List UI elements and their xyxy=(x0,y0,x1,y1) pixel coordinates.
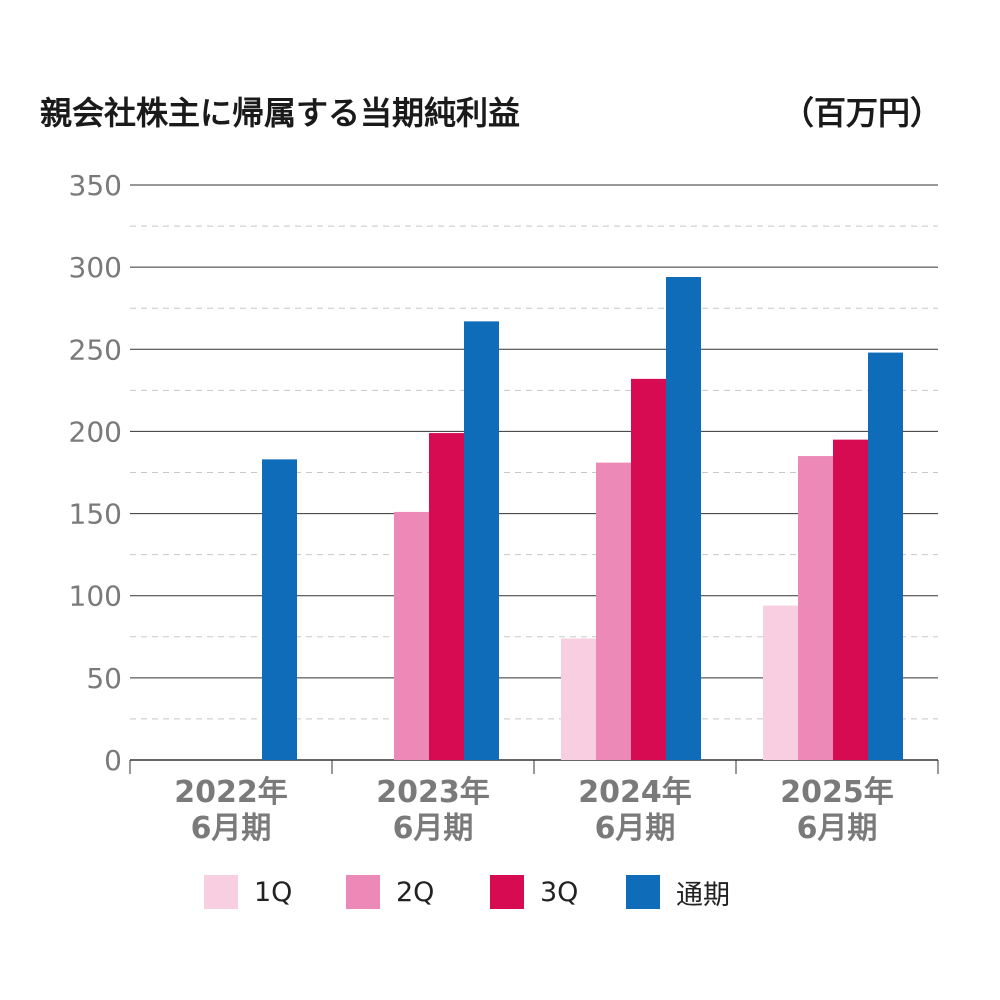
legend-item-2q: 2Q xyxy=(346,872,434,912)
legend-item-3q: 3Q xyxy=(490,872,578,912)
bar-2Q-3 xyxy=(798,456,833,760)
x-category-label: 2025年 xyxy=(780,775,894,810)
legend-swatch-2q xyxy=(346,875,380,909)
legend-swatch-3q xyxy=(490,875,524,909)
bars xyxy=(262,277,903,760)
x-category-label: 2022年 xyxy=(174,775,288,810)
bar-2Q-1 xyxy=(394,511,429,760)
legend-label-full-year: 通期 xyxy=(676,879,730,911)
y-tick-label: 350 xyxy=(69,169,122,202)
bar-通期-3 xyxy=(868,352,903,760)
bar-通期-1 xyxy=(464,321,499,760)
y-tick-label: 50 xyxy=(86,662,122,695)
x-category-label: 2024年 xyxy=(578,775,692,810)
y-tick-label: 250 xyxy=(69,333,122,366)
legend-swatch-full-year xyxy=(626,875,660,909)
x-category-label: 2023年 xyxy=(376,775,490,810)
bar-3Q-3 xyxy=(833,439,868,760)
axes xyxy=(129,759,939,774)
axis-labels: 0501001502002503003502022年6月期2023年6月期202… xyxy=(69,169,894,846)
bar-1Q-3 xyxy=(763,605,798,760)
y-tick-label: 150 xyxy=(69,498,122,531)
legend-item-1q: 1Q xyxy=(204,872,292,912)
legend-item-full-year: 通期 xyxy=(626,872,730,912)
bar-3Q-2 xyxy=(631,378,666,760)
y-tick-label: 100 xyxy=(69,580,122,613)
legend-label-1q: 1Q xyxy=(254,876,293,908)
x-category-label: 6月期 xyxy=(191,811,272,846)
legend-label-3q: 3Q xyxy=(540,876,579,908)
legend-label-2q: 2Q xyxy=(396,876,435,908)
x-category-label: 6月期 xyxy=(797,811,878,846)
bar-3Q-1 xyxy=(429,433,464,760)
y-tick-label: 0 xyxy=(104,744,122,777)
bar-通期-2 xyxy=(666,277,701,760)
bar-通期-0 xyxy=(262,459,297,760)
y-tick-label: 200 xyxy=(69,415,122,448)
x-category-label: 6月期 xyxy=(393,811,474,846)
x-category-label: 6月期 xyxy=(595,811,676,846)
unit-label: （百万円） xyxy=(781,94,942,132)
bar-2Q-2 xyxy=(596,462,631,760)
legend: 1Q 2Q 3Q 通期 xyxy=(0,872,1000,912)
chart-title: 親会社株主に帰属する当期純利益 xyxy=(40,94,521,132)
y-tick-label: 300 xyxy=(69,251,122,284)
bar-1Q-2 xyxy=(561,638,596,760)
legend-swatch-1q xyxy=(204,875,238,909)
